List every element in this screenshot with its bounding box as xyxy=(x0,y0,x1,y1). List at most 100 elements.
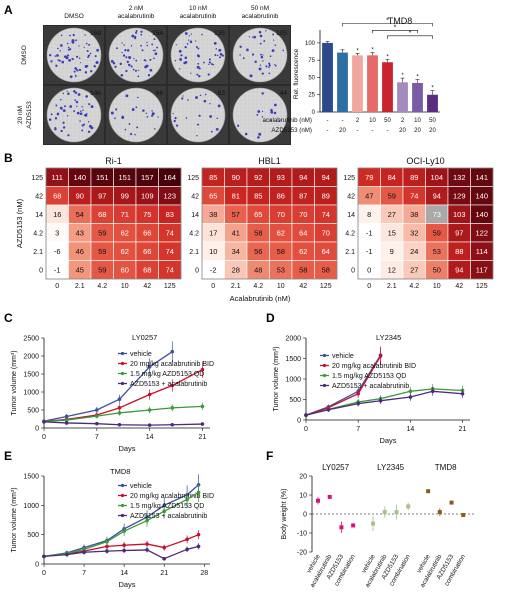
series-point xyxy=(170,422,175,427)
series-point xyxy=(105,539,109,544)
bar xyxy=(322,42,333,113)
heatmap-cell-value: 59 xyxy=(433,228,441,237)
heatmap-cell-value: 62 xyxy=(299,247,307,256)
heatmap-cell-value: -1 xyxy=(366,228,373,237)
series-point xyxy=(122,543,126,548)
colony-dot xyxy=(66,90,68,92)
colony-dot xyxy=(141,49,144,52)
colony-dot xyxy=(64,55,67,59)
heatmap-cell-value: 122 xyxy=(475,228,488,237)
colony-dot xyxy=(134,133,136,136)
heatmap-cell-value: 0 xyxy=(367,265,371,274)
colony-dot xyxy=(78,68,82,72)
colony-dot xyxy=(75,74,77,77)
colony-dot xyxy=(258,30,262,34)
colony-dot xyxy=(153,128,156,130)
colony-dot xyxy=(151,43,154,46)
y-tick-label: 1000 xyxy=(23,390,39,397)
series-point xyxy=(200,404,205,409)
colony-dot xyxy=(270,108,273,112)
colony-dot xyxy=(137,96,139,99)
body-weight-point xyxy=(449,500,454,505)
colony-dot xyxy=(87,121,90,123)
x-tick-label: 21 xyxy=(160,570,168,577)
heatmap-row-label: 0 xyxy=(39,267,43,274)
legend-marker xyxy=(322,373,327,378)
plate-well xyxy=(170,87,226,143)
colony-dot xyxy=(263,40,266,42)
x-tick-label: 21 xyxy=(199,434,207,441)
plate-count: 44 xyxy=(280,90,288,97)
colony-dot xyxy=(120,73,124,77)
colony-dot xyxy=(71,57,74,61)
significance-star: * xyxy=(431,86,434,92)
acalabrutinib-dose: 50 xyxy=(429,118,436,124)
colony-dot xyxy=(112,61,116,65)
acalabrutinib-row-label: acalabrutinib (nM) xyxy=(262,117,312,124)
y-tick-label: 0 xyxy=(35,426,39,433)
heatmap-row-label: 4.2 xyxy=(345,230,355,237)
colony-dot xyxy=(124,48,127,52)
colony-dot xyxy=(153,57,155,60)
heatmap-col-label: 4.2 xyxy=(409,283,419,290)
colony-dot xyxy=(196,123,200,126)
colony-dot xyxy=(261,92,264,95)
body-weight-point xyxy=(371,521,376,526)
colony-dot xyxy=(207,73,210,76)
colony-dot xyxy=(183,61,187,65)
heatmap-cell-value: 109 xyxy=(141,191,154,200)
y-tick-label: 1500 xyxy=(23,474,39,481)
heatmap-col-label: 2.1 xyxy=(387,283,397,290)
colony-dot xyxy=(274,64,276,66)
azd5153-dose: - xyxy=(357,128,359,134)
colony-dot xyxy=(76,111,80,115)
colony-dot xyxy=(122,115,124,117)
plate-col-label: DMSO xyxy=(64,13,84,20)
colony-dot xyxy=(62,121,65,124)
heatmap-row-label: 0 xyxy=(195,267,199,274)
colony-dot xyxy=(74,99,77,102)
colony-dot xyxy=(261,110,264,113)
colony-dot xyxy=(55,64,58,67)
heatmap-col-label: 0 xyxy=(367,283,371,290)
colony-dot xyxy=(190,72,192,74)
heatmap-y-axis-label: AZD5153 (nM) xyxy=(15,198,24,248)
y-tick-label: 500 xyxy=(27,532,39,539)
series-point xyxy=(460,391,465,396)
heatmap-row-label: 14 xyxy=(35,212,43,219)
x-tick-label: 14 xyxy=(120,570,128,577)
x-axis-label: Days xyxy=(118,444,135,453)
panel-label-c: C xyxy=(4,311,13,325)
heatmap-cell-value: 84 xyxy=(388,173,396,182)
colony-dot xyxy=(127,63,131,67)
plate-col-label: 10 nM xyxy=(189,5,207,12)
azd5153-dose: - xyxy=(387,128,389,134)
plate-well xyxy=(108,87,164,143)
colony-dot xyxy=(85,95,88,98)
series-point xyxy=(326,407,331,412)
heatmap-cell-value: 62 xyxy=(277,228,285,237)
colony-dot xyxy=(239,45,242,49)
plate-row-label: AZD5153 xyxy=(26,101,33,129)
colony-dot xyxy=(88,103,91,106)
heatmap-cell-value: 117 xyxy=(476,265,488,274)
colony-dot xyxy=(236,124,240,127)
x-tick-label: 21 xyxy=(459,426,467,433)
azd5153-dose: 20 xyxy=(414,128,421,134)
series-point xyxy=(170,349,175,354)
significance-bracket xyxy=(372,29,418,34)
heatmap-cell-value: 81 xyxy=(232,191,240,200)
azd5153-dose: - xyxy=(327,128,329,134)
heatmap-row-label: 42 xyxy=(347,193,355,200)
plate-count: 169 xyxy=(90,30,101,37)
series-point xyxy=(117,422,122,427)
x-axis-label: Days xyxy=(118,580,135,589)
body-weight-point xyxy=(316,498,320,503)
significance-bracket xyxy=(342,23,433,27)
colony-dot xyxy=(282,49,284,52)
colony-dot xyxy=(90,70,93,73)
colony-dot xyxy=(130,132,133,136)
heatmap-col-label: 42 xyxy=(143,283,151,290)
